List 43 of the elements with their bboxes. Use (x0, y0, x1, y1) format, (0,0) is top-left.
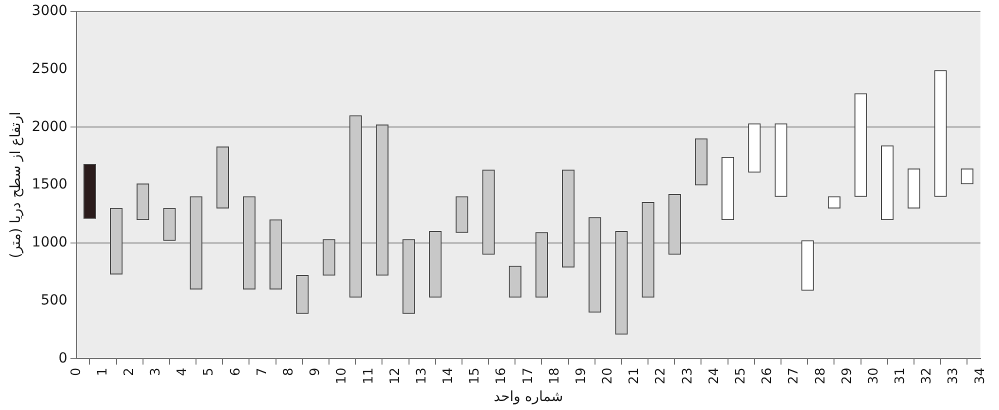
x-tick-label: 20 (600, 368, 616, 384)
x-tick-label: 19 (574, 368, 589, 384)
y-tick-label: 3000 (32, 3, 68, 20)
y-tick-label: 500 (40, 292, 68, 308)
x-tick-label: 12 (388, 368, 403, 384)
x-tick-label: 17 (520, 368, 536, 384)
x-tick-label: 30 (866, 368, 882, 384)
x-tick-label: 23 (680, 368, 696, 384)
x-tick-label: 5 (202, 368, 217, 376)
x-tick-label: 18 (547, 368, 562, 384)
x-tick-label: 28 (813, 368, 828, 384)
x-tick-label: 11 (361, 368, 376, 384)
x-tick-label: 3 (148, 368, 164, 376)
x-tick-label: 0 (68, 368, 84, 376)
x-tick-label: 6 (228, 368, 244, 376)
x-tick-label: 2 (122, 368, 137, 376)
x-axis-title: شماره واحد (494, 389, 564, 406)
y-tick-label: 1000 (32, 234, 68, 251)
x-tick-label: 4 (175, 368, 190, 376)
x-tick-label: 27 (786, 368, 802, 384)
x-tick-label: 10 (334, 368, 350, 384)
y-axis-title: ارتفاع از سطح دریا (متر) (8, 112, 24, 258)
x-tick-label: 22 (654, 368, 669, 384)
x-tick-label: 31 (893, 368, 908, 384)
x-tick-label: 29 (840, 368, 855, 384)
x-tick-label: 25 (733, 368, 748, 384)
x-tick-label: 13 (414, 368, 430, 384)
y-tick-label: 1500 (32, 176, 68, 193)
x-tick-label: 21 (627, 368, 642, 384)
x-tick-label: 16 (494, 368, 510, 384)
x-tick-label: 9 (308, 368, 324, 376)
x-tick-label: 26 (760, 368, 776, 384)
x-tick-label: 34 (972, 368, 988, 384)
x-tick-label: 15 (468, 368, 483, 384)
x-tick-label: 33 (946, 368, 962, 384)
x-tick-label: 7 (254, 368, 270, 376)
x-tick-label: 32 (920, 368, 935, 384)
x-tick-label: 8 (282, 368, 297, 376)
x-tick-label: 1 (95, 368, 110, 376)
y-tick-label: 2500 (32, 60, 68, 77)
y-tick-label: 2000 (32, 118, 68, 135)
x-tick-label: 14 (441, 368, 456, 384)
x-tick-label: 24 (706, 368, 722, 384)
